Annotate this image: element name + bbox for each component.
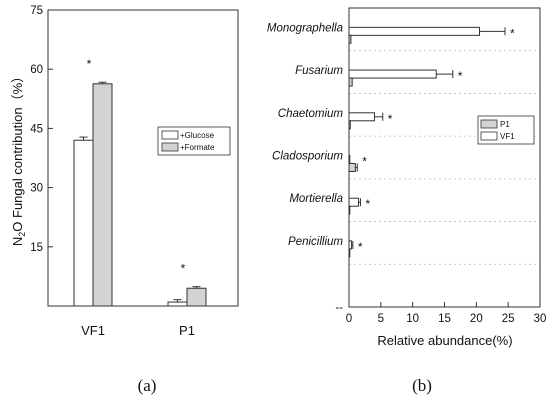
y-category-label: Cladosporium — [272, 151, 343, 163]
bar — [348, 205, 351, 215]
panel-b-x-axis: 0 5 10 15 20 25 30 — [346, 302, 547, 325]
panel-a-label: (a) — [138, 376, 157, 395]
y-category-label: Mortierella — [289, 193, 343, 205]
bar — [348, 197, 360, 207]
bar — [186, 287, 207, 307]
panel-b-label: (b) — [412, 376, 432, 395]
bar — [348, 77, 353, 87]
legend-label-p1: P1 — [500, 120, 510, 129]
y-tick-label: 45 — [30, 123, 43, 135]
y-category-label: Monographella — [267, 22, 343, 34]
bar — [348, 26, 481, 36]
panel-a-x-axis: VF1 P1 — [81, 323, 195, 338]
legend-label-glucose: +Glucose — [180, 131, 215, 140]
panel-a-plot-frame — [47, 9, 239, 307]
panel-b-bars: * * * * * * — [348, 26, 515, 258]
x-tick-label: 15 — [438, 313, 451, 325]
bar — [92, 83, 113, 307]
y-category-label: Chaetomium — [278, 108, 344, 120]
panel-b-x-axis-label: Relative abundance(%) — [377, 333, 512, 348]
significance-marker: * — [388, 112, 393, 126]
significance-marker: * — [510, 26, 515, 40]
significance-marker: * — [87, 57, 92, 71]
bar — [348, 155, 351, 164]
legend-swatch-formate — [161, 142, 179, 152]
significance-marker: * — [362, 155, 367, 169]
significance-marker: * — [358, 240, 363, 254]
y-tick-label: 75 — [30, 5, 43, 17]
x-category-label: VF1 — [81, 323, 105, 338]
y-category-label: Fusarium — [295, 65, 343, 77]
x-tick-label: 25 — [502, 313, 515, 325]
bar — [348, 240, 353, 250]
bar — [348, 69, 437, 79]
panel-b-y-axis: Monographella Fusarium Chaetomium Cladospor… — [267, 22, 344, 248]
panel-b-legend: P1 VF1 — [477, 115, 535, 145]
x-tick-label: 30 — [534, 313, 547, 325]
x-tick-label: 20 — [470, 313, 483, 325]
panel-b-chart: * * * * * * 0 5 10 15 20 25 30 Monographella Fusariu… — [267, 7, 547, 395]
panel-b-gridlines — [349, 7, 540, 308]
bar — [348, 112, 375, 122]
panel-a-y-axis-label: N2O Fungal contribution（%） — [10, 70, 27, 246]
y-tick-label: 60 — [30, 64, 43, 76]
panel-b-y-extra-tick: -- — [335, 302, 343, 314]
x-tick-label: 5 — [378, 313, 384, 325]
significance-marker: * — [458, 69, 463, 83]
panel-a-y-axis: 15 30 45 60 75 — [30, 5, 53, 254]
bar — [348, 163, 356, 172]
legend-swatch-vf1 — [480, 131, 498, 141]
y-tick-label: 30 — [30, 183, 43, 195]
legend-label-vf1: VF1 — [500, 132, 515, 141]
bar — [348, 120, 351, 130]
bar — [167, 301, 188, 307]
x-tick-label: 0 — [346, 313, 352, 325]
legend-swatch-p1 — [480, 119, 498, 129]
y-category-label: Penicillium — [288, 236, 343, 248]
panel-a-bars: ** — [73, 57, 207, 307]
panel-a-legend: +Glucose +Formate — [157, 126, 231, 156]
panel-b-plot-frame — [348, 7, 541, 308]
bar — [348, 34, 352, 44]
bar — [73, 139, 94, 307]
y-tick-label: 15 — [30, 242, 43, 254]
x-tick-label: 10 — [406, 313, 419, 325]
bar — [348, 248, 351, 258]
legend-label-formate: +Formate — [180, 143, 215, 152]
significance-marker: * — [365, 197, 370, 211]
x-category-label: P1 — [179, 323, 195, 338]
significance-marker: * — [181, 262, 186, 276]
legend-swatch-glucose — [161, 130, 179, 140]
